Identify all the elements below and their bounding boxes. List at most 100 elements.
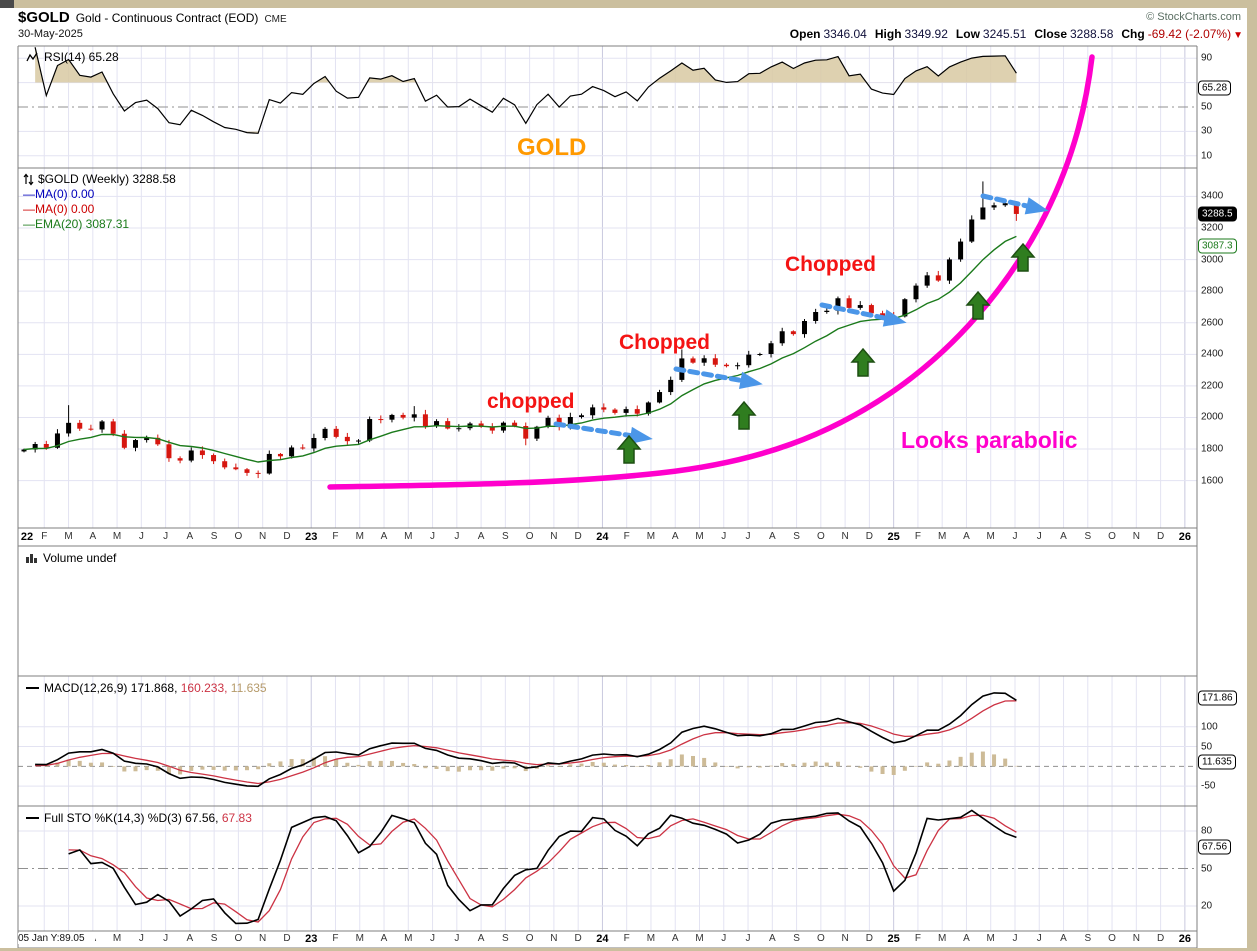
x-axis-label: J [454,933,460,944]
x-axis-label: A [768,531,776,542]
y-axis-tick: 2000 [1201,411,1224,423]
gridlines [18,46,1197,931]
dashed-arrow-head [1024,197,1049,215]
x-axis-label: M [938,933,947,944]
x-axis-label: A [671,531,679,542]
green-up-arrow [616,434,642,464]
rsi-icon [26,52,38,61]
x-axis-label: 25 [887,933,900,945]
x-axis-label: J [1036,933,1042,944]
x-axis-label: F [623,531,630,542]
x-axis-label: S [793,933,800,944]
green-up-arrow [1010,242,1036,272]
x-axis-label: F [332,933,339,944]
x-axis-label: 26 [1178,531,1191,543]
x-axis-label: M [986,933,995,944]
x-axis-label: M [646,531,656,542]
x-axis-label: J [745,531,751,542]
x-axis-label: D [1156,933,1165,944]
x-axis-label: S [502,531,509,542]
panel-borders [17,45,1198,949]
line-icon [26,817,39,819]
x-axis-label: N [259,933,267,944]
parabola-curve [327,54,1095,490]
rsi-legend: RSI(14) 65.28 [26,50,119,64]
y-axis-tick: -50 [1201,780,1216,792]
chopped-annotation-3: Chopped [785,253,876,276]
rsi-plot [34,47,1017,134]
x-axis-label: D [865,531,873,542]
quote-value-open: 3346.04 [823,27,867,41]
x-axis-label: D [1156,531,1165,542]
x-axis-label: D [283,933,291,944]
chopped-annotation-2: Chopped [619,331,710,354]
chart-date: 30-May-2025 [18,28,83,40]
x-axis-label: N [550,933,558,944]
y-axis-tag: 11.635 [1198,754,1236,770]
scrollbar-corner [0,0,14,8]
line-icon [26,687,39,689]
x-axis-label: J [721,531,727,542]
x-axis-label: D [574,531,582,542]
x-axis-label: A [380,531,388,542]
y-axis-tick: 10 [1201,150,1213,162]
quote-label-low: Low [955,27,980,41]
x-axis-label: A [671,933,679,944]
x-axis-label: J [430,933,436,944]
green-up-arrow [731,400,757,430]
x-axis-label: J [1036,531,1042,542]
x-axis-label: O [234,531,243,542]
quote-label-open: Open [789,27,821,41]
macd-legend: MACD(12,26,9) 171.868, 160.233, 11.635 [26,681,267,695]
y-axis-tick: 50 [1201,101,1213,113]
sto-legend-text: Full STO %K(14,3) %D(3) 67.56, 67.83 [44,811,252,825]
x-axis-label: N [1132,933,1140,944]
x-axis-label: O [525,531,534,542]
x-axis-label: S [793,531,800,542]
macd-histogram [44,751,1019,775]
price-overlay-legend: —MA(0) 0.00 —MA(0) 0.00 —EMA(20) 3087.31 [23,187,176,232]
x-axis-label: J [163,933,169,944]
green-up-arrow [965,290,991,320]
quote-value-low: 3245.51 [982,27,1027,41]
x-axis-label: D [283,531,291,542]
y-axis-tick: 2200 [1201,380,1224,392]
x-axis-label: N [841,933,849,944]
x-axis-label: N [259,531,267,542]
x-axis-label: D [865,933,873,944]
x-axis-label: O [525,933,534,944]
dashed-arrow-head [629,426,653,445]
x-axis-label: F [332,531,339,542]
y-axis-tick: 2600 [1201,317,1224,329]
y-axis-tick: 3200 [1201,222,1224,234]
x-axis-label: A [963,933,970,944]
x-axis-label: A [477,531,485,542]
quote-label-high: High [874,27,902,41]
x-axis-label: O [234,933,243,944]
x-axis-label: J [721,933,727,944]
volume-icon [26,554,37,563]
quote-value-chg: -69.42 (-2.07%) [1147,27,1232,41]
x-axis-label: S [210,933,218,944]
x-axis-label: F [623,933,630,944]
x-axis-label: A [186,531,194,542]
x-axis-label: J [1012,531,1018,542]
y-axis-tick: 2800 [1201,285,1224,297]
y-axis-tag: 67.56 [1198,839,1232,855]
dashed-arrow [673,366,753,385]
quote-label-chg: Chg [1121,27,1145,41]
x-axis-label: 24 [596,933,609,945]
x-axis-label: J [454,531,460,542]
x-axis-label: J [138,531,144,542]
vertical-scrollbar[interactable] [1247,0,1257,951]
bottom-scrollbar[interactable] [0,948,1247,951]
updown-arrows-icon [23,173,34,186]
x-axis-label: 26 [1178,933,1191,945]
horizontal-scrollbar[interactable] [0,0,1257,8]
y-axis-tick: 50 [1201,741,1213,753]
x-axis-label: O [1108,531,1116,542]
rsi-overbought-fill [35,47,1017,83]
x-axis-label: M [986,531,995,542]
x-axis-label: M [112,933,122,944]
